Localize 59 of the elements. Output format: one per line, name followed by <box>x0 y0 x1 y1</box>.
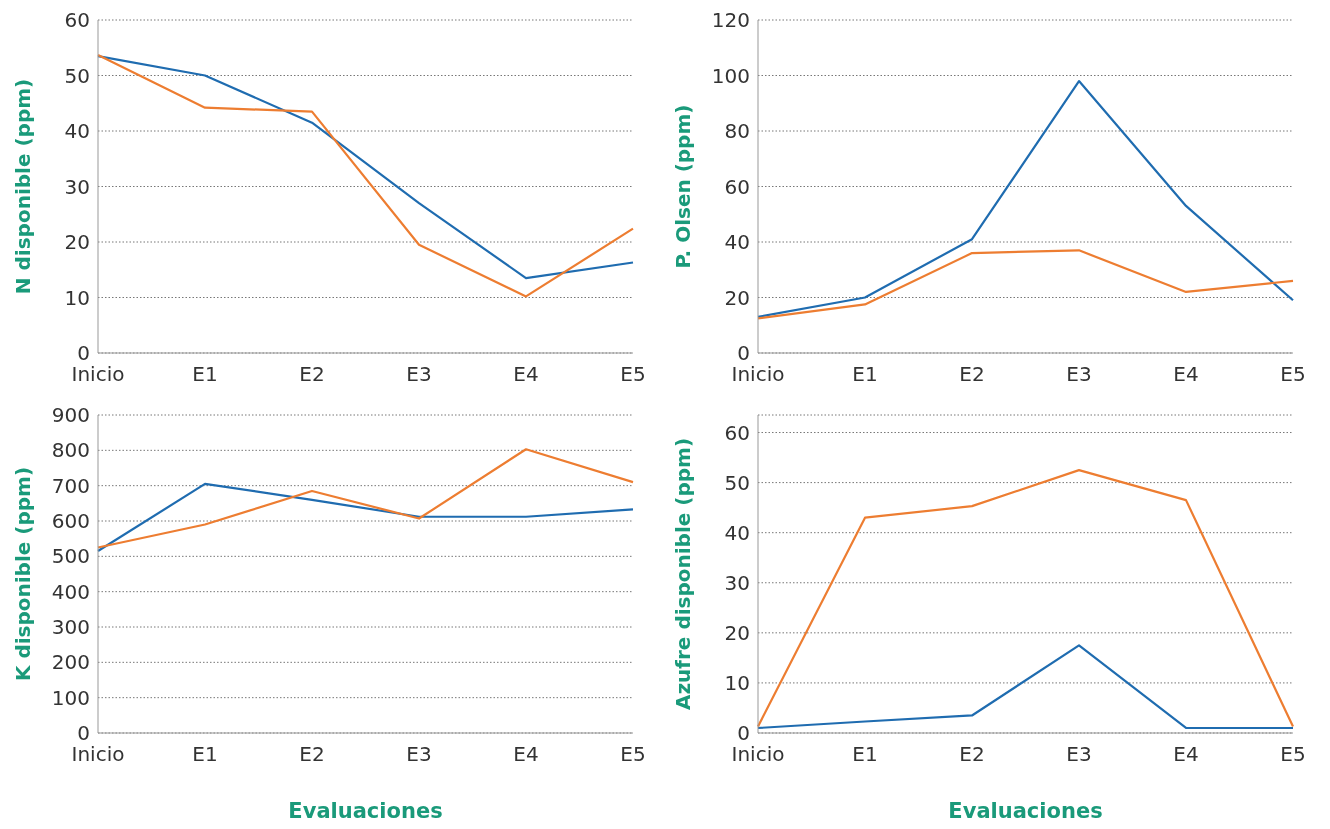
x-tick-label: E3 <box>1066 362 1092 387</box>
x-tick-label: E4 <box>513 742 539 767</box>
y-tick-label: 50 <box>724 470 750 495</box>
y-tick-label: 600 <box>51 509 90 534</box>
y-tick-label: 10 <box>724 671 750 696</box>
y-tick-label: 40 <box>64 119 90 144</box>
x-tick-label: E1 <box>852 742 878 767</box>
x-tick-label: E4 <box>1173 742 1199 767</box>
x-tick-label: E1 <box>192 362 218 387</box>
x-tick-label: E4 <box>1173 362 1199 387</box>
y-tick-label: 20 <box>724 285 750 310</box>
x-axis-title: Evaluaciones <box>948 799 1103 823</box>
x-tick-label: E2 <box>299 362 325 387</box>
y-tick-label: 100 <box>51 685 90 710</box>
y-tick-label: 900 <box>51 403 90 428</box>
y-tick-label: 60 <box>64 8 90 33</box>
y-tick-label: 500 <box>51 544 90 569</box>
line-series <box>96 482 635 553</box>
x-tick-label: E1 <box>852 362 878 387</box>
x-tick-label: E3 <box>406 742 432 767</box>
y-tick-label: 20 <box>64 230 90 255</box>
y-tick-label: 10 <box>64 285 90 310</box>
x-tick-label: E5 <box>620 742 646 767</box>
y-tick-label: 30 <box>64 174 90 199</box>
y-tick-label: 60 <box>724 420 750 445</box>
y-axis-title: P. Olsen (ppm) <box>671 104 696 269</box>
x-axis-title: Evaluaciones <box>288 799 443 823</box>
y-tick-label: 60 <box>724 174 750 199</box>
x-tick-label: E2 <box>959 742 985 767</box>
line-series <box>756 79 1295 319</box>
y-tick-label: 300 <box>51 615 90 640</box>
x-tick-label: E3 <box>406 362 432 387</box>
x-tick-label: E2 <box>299 742 325 767</box>
line-series <box>96 448 635 549</box>
y-tick-label: 40 <box>724 230 750 255</box>
y-axis-title: N disponible (ppm) <box>11 78 36 295</box>
x-tick-label: E3 <box>1066 742 1092 767</box>
y-tick-label: 400 <box>51 579 90 604</box>
x-tick-label: E5 <box>620 362 646 387</box>
x-tick-label: E1 <box>192 742 218 767</box>
y-tick-label: 200 <box>51 650 90 675</box>
y-tick-label: 800 <box>51 438 90 463</box>
y-tick-label: 700 <box>51 473 90 498</box>
x-tick-label: E2 <box>959 362 985 387</box>
y-tick-label: 40 <box>724 520 750 545</box>
y-tick-label: 100 <box>711 63 750 88</box>
line-series <box>756 468 1295 728</box>
y-tick-label: 80 <box>724 119 750 144</box>
y-tick-label: 20 <box>724 620 750 645</box>
y-tick-label: 120 <box>711 8 750 33</box>
line-series <box>756 249 1295 320</box>
y-tick-label: 30 <box>724 570 750 595</box>
line-series <box>756 644 1295 730</box>
x-tick-label: E5 <box>1280 362 1306 387</box>
x-tick-label: E5 <box>1280 742 1306 767</box>
y-axis-title: Azufre disponible (ppm) <box>671 437 696 711</box>
y-tick-label: 50 <box>64 63 90 88</box>
x-tick-label: E4 <box>513 362 539 387</box>
y-axis-title: K disponible (ppm) <box>11 466 36 682</box>
